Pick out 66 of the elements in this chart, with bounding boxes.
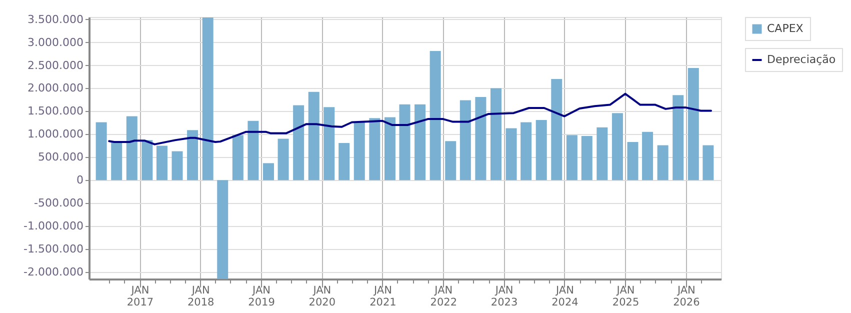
bar: [324, 107, 335, 180]
y-tick-label: 2.000.000: [28, 82, 84, 95]
x-tick-label: JAN 2021: [370, 284, 396, 308]
bar: [354, 122, 365, 180]
bar: [581, 136, 592, 180]
bar: [566, 135, 578, 180]
y-tick-label: -1.500.000: [24, 242, 84, 256]
bar: [338, 142, 350, 180]
x-tick-label: JAN 2025: [612, 284, 640, 308]
x-tick-label: JAN 2019: [248, 284, 275, 308]
bar: [536, 120, 547, 180]
legend-label: CAPEX: [767, 22, 804, 35]
bar: [520, 122, 532, 180]
bar: [126, 116, 138, 180]
bar: [369, 118, 380, 180]
y-tick-label: 1.000.000: [28, 128, 84, 141]
bar: [262, 163, 274, 180]
y-tick-label: 3.500.000: [28, 12, 84, 26]
y-tick-label: -500.000: [34, 196, 84, 210]
bar: [642, 132, 654, 180]
bar: [551, 79, 562, 180]
bar: [308, 92, 320, 180]
bar: [248, 120, 259, 180]
y-tick-label: 500.000: [38, 150, 84, 164]
bar: [702, 145, 714, 180]
y-tick-label: -1.000.000: [24, 220, 84, 233]
x-tick-label: JAN 2024: [552, 284, 579, 308]
x-tick-label: JAN 2022: [430, 284, 458, 308]
bar: [156, 146, 168, 180]
bar: [627, 142, 638, 180]
y-tick-label: 3.000.000: [28, 36, 84, 49]
bar: [399, 104, 410, 180]
bar: [384, 117, 396, 180]
x-tick-label: JAN 2020: [308, 284, 336, 308]
bar: [232, 135, 244, 180]
x-tick-label: JAN 2023: [490, 284, 518, 308]
y-tick-label: 2.500.000: [28, 58, 84, 72]
bar: [278, 138, 289, 180]
bar: [187, 130, 198, 180]
bar: [414, 104, 426, 180]
bar: [445, 141, 456, 180]
y-tick-label: 0: [76, 174, 84, 187]
bar: [96, 122, 107, 180]
x-tick-label: JAN 2018: [187, 284, 214, 308]
bar: [688, 68, 699, 180]
x-tick-label: JAN 2026: [673, 284, 700, 308]
bar: [672, 95, 684, 180]
bar: [217, 180, 228, 279]
bar: [506, 128, 517, 180]
x-tick-label: JAN 2017: [126, 284, 154, 308]
bar: [490, 88, 502, 180]
bar: [430, 51, 441, 180]
line-series: [108, 92, 712, 146]
y-tick-label: -2.000.000: [24, 266, 84, 279]
bar: [293, 105, 304, 180]
bar: [596, 127, 608, 180]
bar: [172, 151, 183, 180]
bar: [657, 145, 668, 180]
bar: [111, 142, 122, 180]
legend-label: Depreciação: [767, 53, 836, 66]
bar: [475, 96, 486, 180]
bar: [142, 140, 153, 180]
bar: [612, 113, 623, 180]
bar: [460, 100, 471, 180]
bar: [202, 17, 214, 180]
y-tick-label: 1.500.000: [28, 104, 84, 118]
